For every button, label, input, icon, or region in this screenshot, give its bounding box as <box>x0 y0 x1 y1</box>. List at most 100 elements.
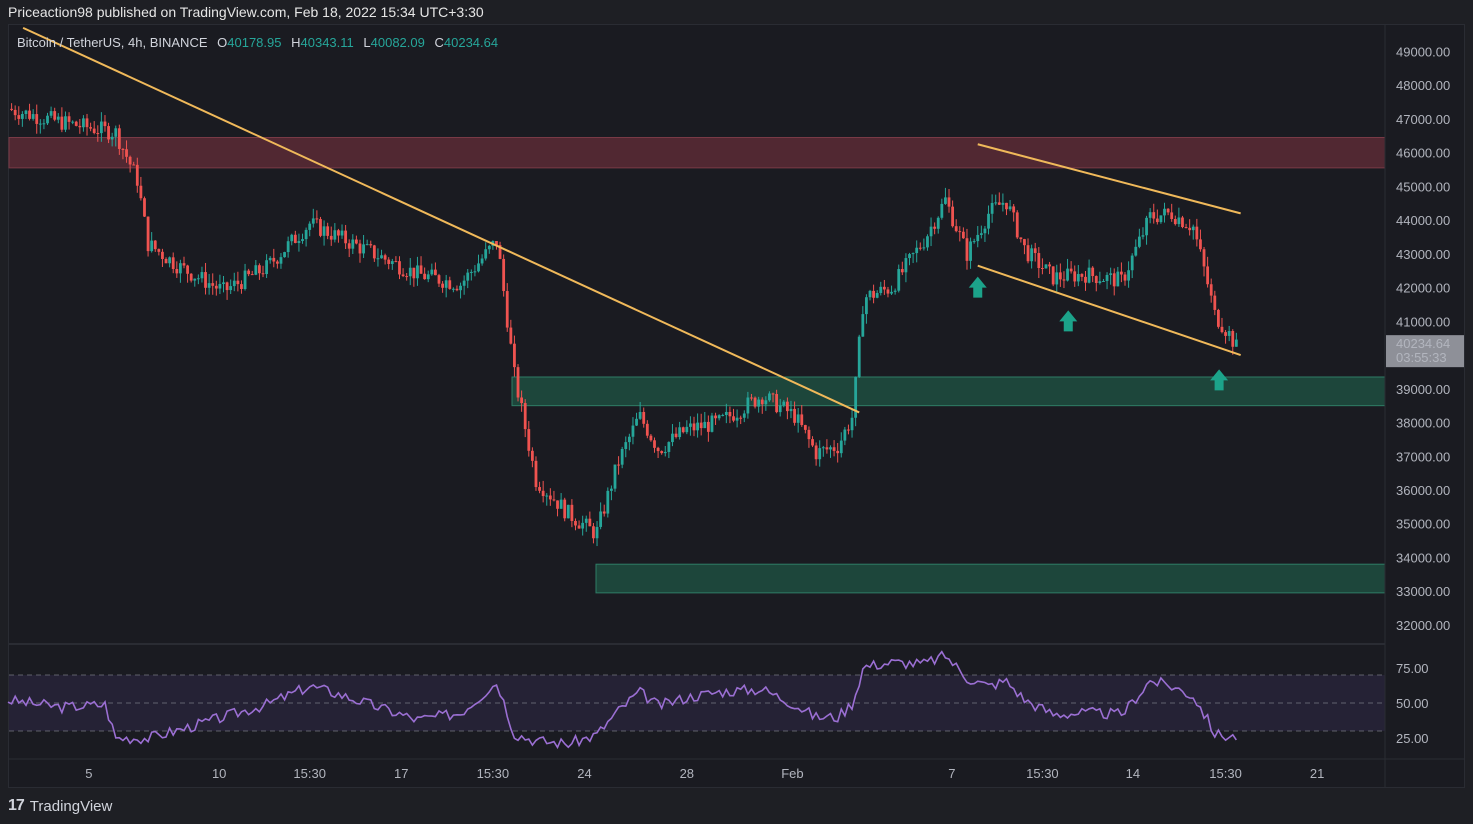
candle-body <box>437 275 441 284</box>
candle-body <box>972 241 976 243</box>
candle-body <box>1234 339 1238 347</box>
candle-body <box>469 271 473 273</box>
candle-body <box>301 239 304 242</box>
candle-body <box>882 286 886 290</box>
candle-body <box>1209 284 1213 296</box>
candle-body <box>1127 270 1130 281</box>
candle-body <box>566 504 570 519</box>
candle-body <box>724 411 728 416</box>
candle-body <box>337 230 340 236</box>
candle-body <box>1191 226 1195 231</box>
candle-body <box>653 440 656 448</box>
candle-body <box>60 116 64 130</box>
candle-body <box>189 273 193 281</box>
candle-body <box>1148 212 1152 218</box>
candle-body <box>283 252 286 258</box>
candle-body <box>376 258 380 260</box>
candle-body <box>168 257 172 264</box>
candle-body <box>1051 266 1055 285</box>
candle-body <box>254 265 258 275</box>
candle-body <box>577 525 581 529</box>
candle-body <box>1231 331 1235 347</box>
candle-body <box>1123 274 1127 281</box>
candle-body <box>513 343 516 368</box>
candle-body <box>735 417 739 421</box>
candle-body <box>979 233 983 235</box>
candle-body <box>663 451 667 454</box>
candle-body <box>480 258 484 264</box>
time-tick-label: 15:30 <box>1209 766 1242 781</box>
candle-body <box>635 418 638 426</box>
candle-body <box>1109 273 1113 275</box>
candle-body <box>200 272 204 279</box>
candle-body <box>714 415 717 419</box>
candle-body <box>1145 217 1148 236</box>
candle-body <box>1227 331 1231 336</box>
candle-body <box>750 397 753 399</box>
candle-body <box>1112 273 1116 287</box>
candle-body <box>383 255 387 260</box>
candle-body <box>660 451 664 454</box>
candle-body <box>426 274 430 280</box>
price-tick-label: 48000.00 <box>1396 78 1450 93</box>
candle-body <box>703 421 707 429</box>
candle-body <box>929 226 933 237</box>
candle-body <box>157 249 161 252</box>
candle-body <box>987 213 990 229</box>
candle-body <box>875 293 879 298</box>
rsi-panel <box>7 643 1385 750</box>
candle-body <box>1073 271 1077 282</box>
candle-body <box>459 285 462 291</box>
candle-body <box>477 263 480 272</box>
zone-support-upper <box>511 376 1386 407</box>
time-tick-label: 24 <box>577 766 591 781</box>
candle-body <box>412 267 416 279</box>
candle-body <box>10 108 13 110</box>
trendline-long-term-downtrend[interactable] <box>22 26 860 414</box>
time-tick-label: 15:30 <box>1026 766 1059 781</box>
trendline-channel-upper[interactable] <box>977 143 1241 215</box>
candle-body <box>581 522 585 529</box>
candle-body <box>699 422 703 429</box>
candle-body <box>1019 237 1023 240</box>
candle-body <box>369 244 373 246</box>
candle-body <box>423 273 427 280</box>
candle-body <box>847 429 850 431</box>
candle-body <box>617 464 620 466</box>
candle-body <box>904 258 908 273</box>
candle-body <box>143 198 146 217</box>
candle-body <box>595 526 599 539</box>
time-tick-label: 15:30 <box>477 766 510 781</box>
time-tick-label: 21 <box>1310 766 1324 781</box>
candle-body <box>290 234 294 242</box>
candle-body <box>624 442 628 449</box>
trendline-channel-lower[interactable] <box>977 264 1241 357</box>
candle-body <box>401 274 405 277</box>
candle-body <box>466 272 470 281</box>
time-tick-label: 5 <box>85 766 92 781</box>
candle-body <box>821 447 825 449</box>
candle-body <box>232 280 236 287</box>
candle-body <box>793 408 796 423</box>
candle-body <box>340 230 344 236</box>
candle-body <box>441 283 444 288</box>
candle-body <box>408 267 412 277</box>
candle-body <box>1055 272 1059 285</box>
candle-body <box>74 121 78 126</box>
candle-body <box>908 254 911 259</box>
candle-body <box>1005 202 1008 210</box>
price-tick-label: 47000.00 <box>1396 112 1450 127</box>
candle-body <box>502 258 506 292</box>
close-value: 40234.64 <box>443 35 499 50</box>
candle-body <box>265 260 268 275</box>
candle-body <box>760 399 764 405</box>
candle-body <box>150 240 154 252</box>
candle-body <box>1188 227 1192 231</box>
symbol-name[interactable]: Bitcoin / TetherUS, 4h, BINANCE <box>17 35 208 50</box>
time-tick-label: 10 <box>212 766 226 781</box>
candle-body <box>872 290 875 298</box>
tradingview-logo-icon: 17 <box>8 797 25 814</box>
candle-body <box>893 290 897 292</box>
candle-body <box>545 495 549 497</box>
